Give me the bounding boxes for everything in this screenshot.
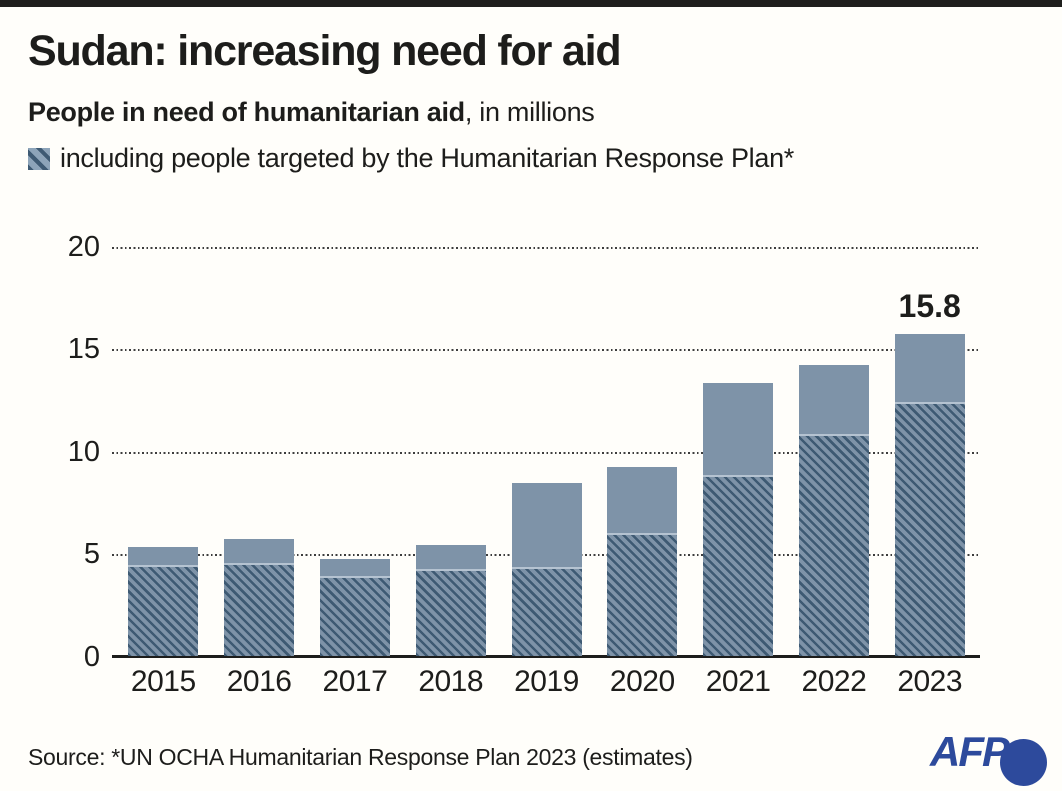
- afp-logo-circle-icon: [1000, 739, 1047, 786]
- bar-2021-targeted: [703, 475, 774, 656]
- bar-2016-targeted: [224, 563, 295, 656]
- bar-2015-targeted: [128, 565, 199, 656]
- x-category-label-2023: 2023: [897, 665, 963, 698]
- y-tick-label-20: 20: [67, 230, 100, 263]
- bar-2023-targeted: [894, 401, 965, 656]
- gridline-20: [112, 246, 980, 249]
- x-category-label-2018: 2018: [418, 665, 484, 698]
- y-tick-label-0: 0: [83, 640, 100, 673]
- subtitle-bold-text: People in need of humanitarian aid: [28, 97, 465, 127]
- value-annotation-2023: 15.8: [898, 287, 961, 324]
- legend-hatch-swatch-icon: [28, 147, 50, 170]
- legend-label: including people targeted by the Humanit…: [60, 143, 794, 173]
- bar-2017-targeted: [319, 575, 390, 656]
- gridline-10: [112, 451, 980, 454]
- chart-title: Sudan: increasing need for aid: [28, 27, 622, 75]
- x-category-label-2017: 2017: [322, 665, 388, 698]
- source-note: Source: *UN OCHA Humanitarian Response P…: [28, 744, 693, 770]
- x-category-label-2020: 2020: [609, 665, 675, 698]
- gridline-15: [112, 349, 980, 352]
- x-category-label-2016: 2016: [226, 665, 292, 698]
- x-category-label-2019: 2019: [514, 665, 579, 698]
- bar-2022-targeted: [798, 434, 869, 656]
- legend: including people targeted by the Humanit…: [28, 143, 794, 174]
- bar-2019-targeted: [511, 567, 582, 656]
- y-tick-label-10: 10: [67, 435, 100, 468]
- bar-2020-targeted: [607, 532, 678, 656]
- y-tick-label-15: 15: [67, 333, 100, 366]
- chart-subtitle: People in need of humanitarian aid, in m…: [28, 96, 595, 128]
- x-category-label-2022: 2022: [801, 665, 867, 698]
- x-axis-line: [112, 655, 980, 658]
- x-category-label-2021: 2021: [705, 665, 771, 698]
- y-tick-label-5: 5: [83, 538, 100, 571]
- top-accent-bar: [0, 0, 1062, 7]
- bar-2018-targeted: [415, 569, 486, 656]
- subtitle-unit-text: , in millions: [464, 97, 595, 127]
- afp-logo-text: AFP: [930, 728, 1010, 775]
- x-category-label-2015: 2015: [130, 665, 196, 698]
